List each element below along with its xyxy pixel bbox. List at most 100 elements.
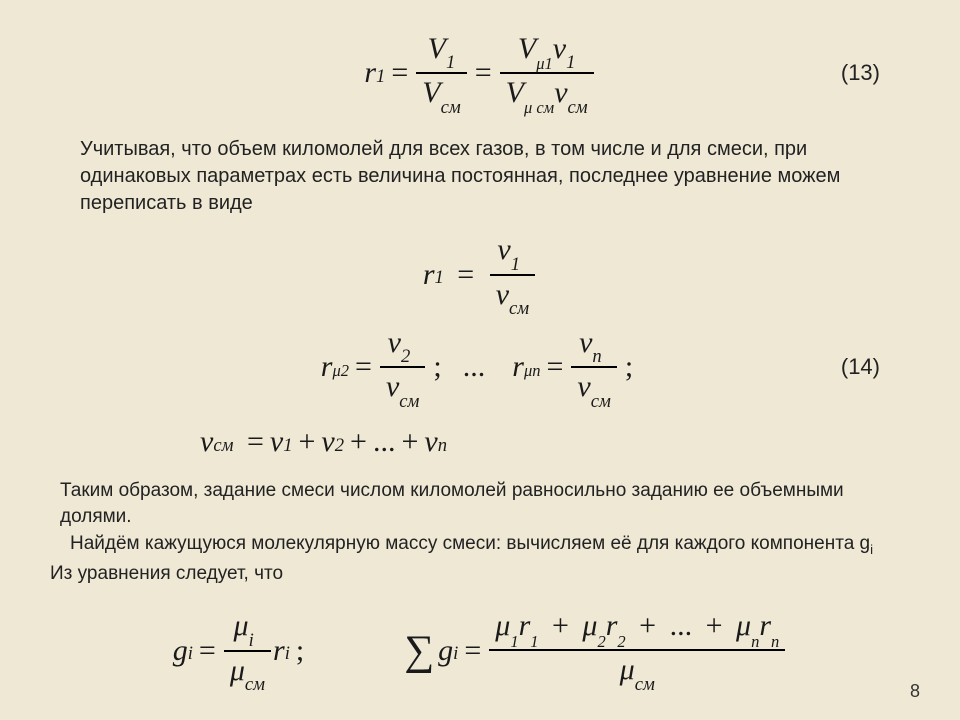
eq15-r-t1-r-sub: 1	[530, 632, 538, 651]
eq13-f2-num-nu1: ν	[553, 32, 566, 65]
eq14c-t2-sub: 2	[335, 435, 344, 457]
eq14a-num-var: ν	[497, 233, 510, 266]
plus-icon: +	[552, 609, 569, 642]
eq15-r-t1-mu: μ	[495, 609, 510, 642]
paragraph-4: Из уравнения следует, что	[0, 561, 960, 587]
eq13-f2-num-v1: V	[518, 32, 536, 65]
equals-icon: =	[450, 258, 482, 292]
paragraph-1: Учитывая, что объем киломолей для всех г…	[0, 136, 960, 217]
eq13-f2-num-v1-sub: μ1	[536, 54, 553, 73]
equation-14b-row: rμ2 = ν2 νсм ; ... rμn = νn νсм ; (14)	[0, 322, 960, 412]
eq13-f1-den-sub: см	[441, 97, 461, 118]
eq14b-t1-num-sub: 2	[401, 346, 410, 367]
eq15-r-t2-mu: μ	[582, 609, 597, 642]
eq13-f1-num-sub: 1	[446, 52, 455, 73]
eq14b-frac1: ν2 νсм	[380, 326, 425, 409]
semicolon-icon: ;	[625, 350, 633, 384]
equation-13-label: (13)	[841, 60, 880, 86]
eq13-f1-den-var: V	[422, 76, 440, 109]
plus-icon: +	[706, 609, 723, 642]
eq14b-t1-den: ν	[386, 370, 399, 403]
eq13-lhs-sub: 1	[376, 66, 385, 88]
eq13-f1-num-var: V	[428, 32, 446, 65]
eq15-r-tn-r-sub: n	[771, 632, 779, 651]
eq14b-t1-den-sub: см	[399, 391, 419, 412]
eq15-sum-sub: i	[453, 643, 458, 665]
equation-14a-row: r1 = ν1 νсм	[0, 227, 960, 322]
semicolon-icon: ;	[433, 350, 456, 384]
eq14a-den-sub: см	[509, 298, 529, 319]
paragraph-2: Таким образом, задание смеси числом кило…	[0, 478, 960, 529]
equation-14a: r1 = ν1 νсм	[423, 233, 537, 316]
eq14c-tn: ν	[424, 425, 437, 459]
equals-icon: =	[475, 56, 492, 90]
eq14b-t1-num: ν	[388, 326, 401, 359]
plus-icon: +	[639, 609, 656, 642]
plus-icon: +	[350, 425, 367, 459]
eq14b-t2-num-sub: n	[592, 346, 601, 367]
eq15-r-t2-r-sub: 2	[617, 632, 625, 651]
eq14c-tn-sub: n	[438, 435, 447, 457]
equation-15-right: ∑ gi = μ1r1 + μ2r2 + ... + μnrn μсм	[400, 609, 787, 691]
eq13-f2-den-nu-sub: см	[568, 97, 588, 118]
eq15-l-rhs: r	[273, 634, 285, 668]
paragraph-3: Найдём кажущуюся молекулярную массу смес…	[0, 531, 960, 559]
page: r1 = V1 Vсм = Vμ1ν1 Vμ смνсм (13) Учитыв…	[0, 0, 960, 720]
sum-icon: ∑	[404, 627, 434, 675]
eq14b-t2-lhs-sub: μn	[524, 361, 541, 381]
eq14a-lhs-sub: 1	[435, 267, 444, 289]
eq14c-t2: ν	[321, 425, 334, 459]
eq13-f2-den-nu: ν	[554, 76, 567, 109]
equation-14b: rμ2 = ν2 νсм ; ... rμn = νn νсм ;	[321, 326, 639, 409]
eq15-r-tn-mu: μ	[736, 609, 751, 642]
equation-15-left: gi = μi μсм ri;	[173, 609, 310, 692]
eq15-left-frac: μi μсм	[224, 609, 271, 692]
eq15-r-dots: ...	[670, 609, 693, 642]
equation-13: r1 = V1 Vсм = Vμ1ν1 Vμ смνсм	[364, 32, 595, 115]
plus-icon: +	[401, 425, 418, 459]
eq15-l-num-sub: i	[249, 630, 254, 651]
eq15-r-t1-mu-sub: 1	[510, 632, 518, 651]
eq15-r-t2-mu-sub: 2	[597, 632, 605, 651]
equals-icon: =	[546, 350, 563, 384]
eq14b-t2-den: ν	[577, 370, 590, 403]
equation-14c: νсм = ν1 + ν2 + ... + νn	[200, 425, 447, 459]
eq14b-t1-lhs: r	[321, 350, 333, 384]
eq13-f2-num-nu1-sub: 1	[566, 52, 575, 73]
eq14b-t2-lhs: r	[512, 350, 524, 384]
eq14c-lhs: ν	[200, 425, 213, 459]
page-number: 8	[910, 681, 920, 702]
eq14b-t2-den-sub: см	[591, 391, 611, 412]
eq15-right-frac: μ1r1 + μ2r2 + ... + μnrn μсм	[489, 609, 785, 691]
equation-14-label: (14)	[841, 354, 880, 380]
eq13-lhs-var: r	[364, 56, 376, 90]
eq14b-dots: ...	[463, 350, 486, 384]
eq15-r-den: μ	[620, 653, 635, 686]
equation-13-row: r1 = V1 Vсм = Vμ1ν1 Vμ смνсм (13)	[0, 0, 960, 128]
eq15-l-rhs-sub: i	[285, 643, 290, 665]
equation-15-row: gi = μi μсм ri; ∑ gi = μ1r1 + μ2r2 + ...…	[0, 601, 960, 701]
equals-icon: =	[464, 634, 481, 668]
eq15-r-t2-r: r	[606, 609, 618, 642]
eq15-l-lhs: g	[173, 634, 188, 668]
equals-icon: =	[355, 350, 372, 384]
eq14b-t2-num: ν	[579, 326, 592, 359]
eq14b-frac2: νn νсм	[571, 326, 616, 409]
eq13-frac2: Vμ1ν1 Vμ смνсм	[500, 32, 594, 115]
eq15-r-tn-r: r	[759, 609, 771, 642]
eq15-l-den-sub: см	[245, 674, 265, 695]
eq15-l-lhs-sub: i	[188, 643, 193, 665]
eq14c-t1: ν	[270, 425, 283, 459]
equals-icon: =	[199, 634, 216, 668]
equals-icon: =	[391, 56, 408, 90]
eq13-frac1: V1 Vсм	[416, 32, 466, 115]
plus-icon: +	[299, 425, 316, 459]
eq14a-lhs-var: r	[423, 258, 435, 292]
equals-icon: =	[239, 425, 263, 459]
eq13-f2-den-v-sub: μ см	[524, 98, 554, 117]
eq15-sum-var: g	[438, 634, 453, 668]
equation-14c-row: νсм = ν1 + ν2 + ... + νn	[0, 412, 960, 472]
eq14a-frac: ν1 νсм	[490, 233, 535, 316]
eq14c-dots: ...	[373, 425, 396, 459]
eq15-r-t1-r: r	[519, 609, 531, 642]
